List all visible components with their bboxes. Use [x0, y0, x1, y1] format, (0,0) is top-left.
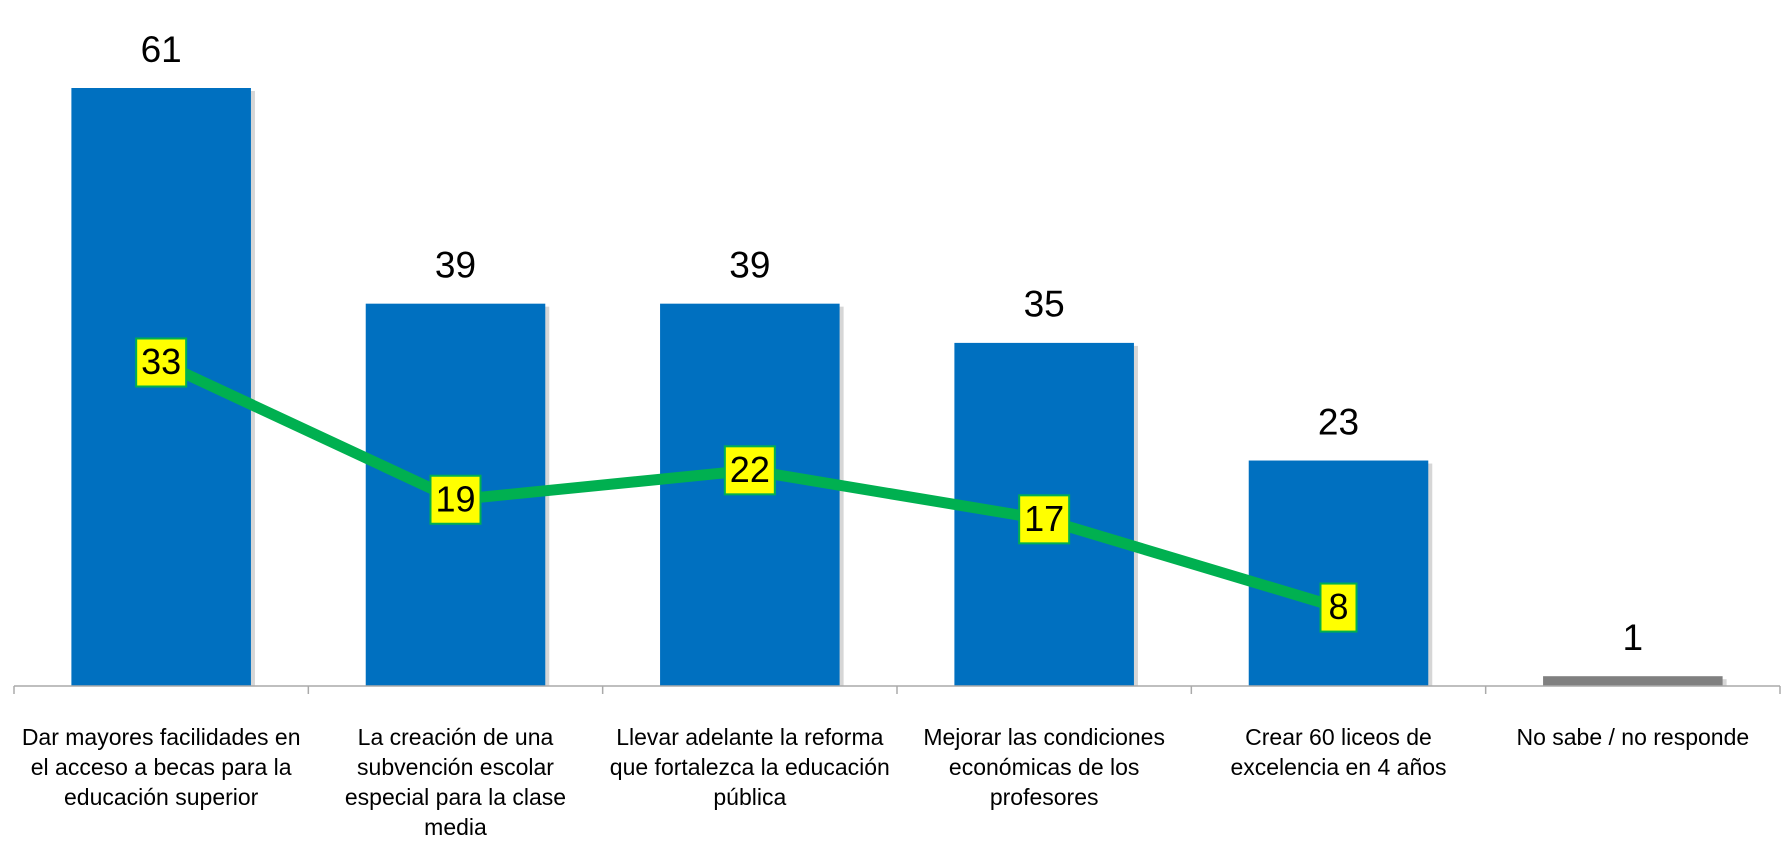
x-tick-label: La creación de una subvención escolar es…: [344, 724, 567, 840]
line-label-box: [135, 337, 188, 388]
line-label-box: [1018, 494, 1071, 545]
bar-value-label: 1: [1623, 617, 1644, 658]
line-value-label: 17: [1024, 498, 1064, 539]
x-tick-label: Mejorar las condiciones económicas de lo…: [923, 724, 1165, 810]
line-value-label: 22: [730, 449, 770, 490]
line-label-box: [429, 474, 482, 525]
line-value-label: 19: [435, 478, 475, 519]
bar-value-label: 61: [141, 29, 182, 70]
bar-value-label: 35: [1024, 284, 1065, 325]
bar: [1248, 460, 1429, 686]
bar-value-label: 39: [435, 244, 476, 285]
x-tick-label: Llevar adelante la reforma que fortalezc…: [609, 724, 890, 810]
bar: [1543, 676, 1723, 686]
bar-value-label: 23: [1318, 401, 1359, 442]
line-label-box: [723, 445, 776, 496]
x-tick-label: Crear 60 liceos de excelencia en 4 años: [1230, 724, 1447, 780]
x-tick-label: No sabe / no responde: [1516, 724, 1750, 750]
line-value-label: 8: [1328, 586, 1348, 627]
line-label-box: [1319, 582, 1358, 633]
line-value-label: 33: [141, 341, 181, 382]
x-tick-label: Dar mayores facilidades en el acceso a b…: [21, 724, 301, 810]
bar-value-label: 39: [729, 244, 770, 285]
